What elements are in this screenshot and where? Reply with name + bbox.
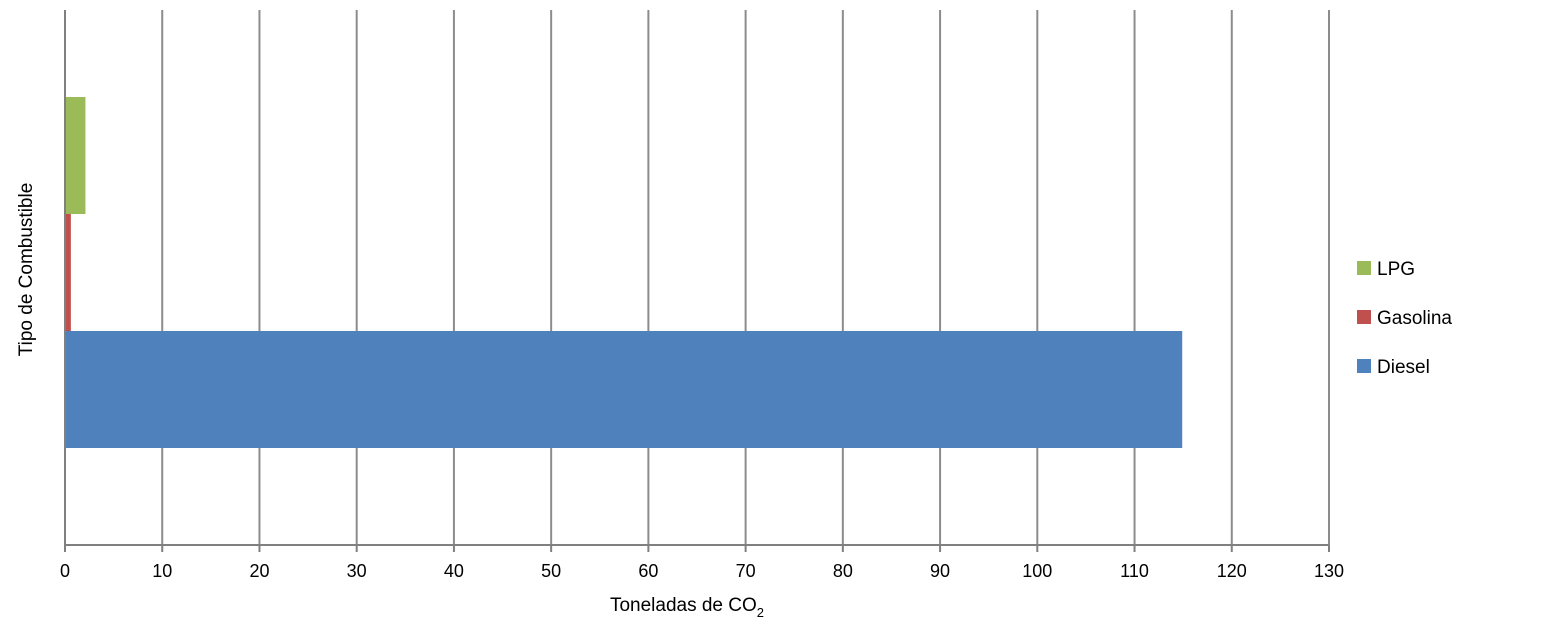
x-tick-label: 40 bbox=[444, 561, 464, 581]
legend-swatch-lpg bbox=[1357, 261, 1371, 275]
legend-label-lpg: LPG bbox=[1377, 259, 1415, 280]
x-tick-label: 100 bbox=[1022, 561, 1052, 581]
legend-swatch-diesel bbox=[1357, 359, 1371, 373]
x-tick-label: 130 bbox=[1314, 561, 1344, 581]
legend-swatch-gasolina bbox=[1357, 310, 1371, 324]
legend-label-diesel: Diesel bbox=[1377, 357, 1430, 378]
x-tick-label: 110 bbox=[1120, 561, 1149, 581]
bar-gasolina bbox=[66, 214, 71, 331]
x-tick-label: 80 bbox=[833, 561, 853, 581]
x-axis-tick-labels: 0 10 20 30 40 50 60 70 80 90 100 110 120 130 bbox=[60, 561, 1344, 581]
legend-label-gasolina: Gasolina bbox=[1377, 308, 1452, 329]
bar-diesel bbox=[66, 331, 1183, 448]
bars bbox=[66, 97, 1183, 448]
x-tick-label: 30 bbox=[347, 561, 367, 581]
x-tick-label: 120 bbox=[1217, 561, 1247, 581]
x-tick-label: 90 bbox=[930, 561, 950, 581]
x-tick-label: 10 bbox=[152, 561, 172, 581]
legend: LPG Gasolina Diesel bbox=[1357, 259, 1452, 378]
x-axis-ticks bbox=[64, 545, 1330, 552]
x-tick-label: 20 bbox=[249, 561, 269, 581]
bar-lpg bbox=[66, 97, 86, 214]
x-tick-label: 50 bbox=[541, 561, 561, 581]
x-axis-title: Toneladas de CO2 bbox=[610, 595, 764, 620]
x-tick-label: 0 bbox=[60, 561, 70, 581]
x-tick-label: 70 bbox=[736, 561, 756, 581]
gridlines bbox=[161, 10, 1330, 545]
y-axis-title: Tipo de Combustible bbox=[16, 183, 37, 357]
x-tick-label: 60 bbox=[638, 561, 658, 581]
